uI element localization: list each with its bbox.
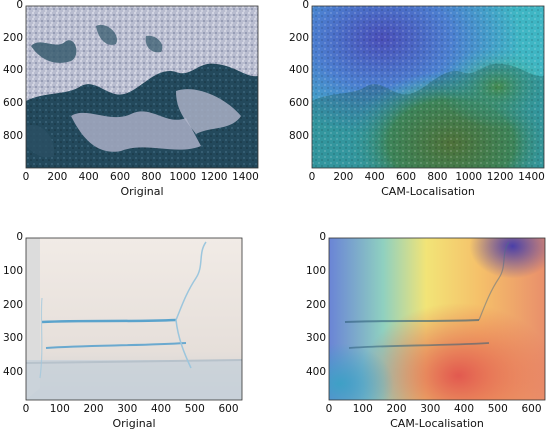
y-tick-label: 400 (2, 64, 23, 77)
x-tick-label: 1000 (169, 171, 197, 183)
x-tick-label: 300 (420, 403, 441, 415)
x-tick-label: 0 (22, 403, 30, 415)
x-tick-label: 600 (396, 171, 417, 183)
y-tick-label: 100 (305, 264, 326, 277)
y-tick-label: 0 (319, 231, 326, 243)
x-tick-label: 200 (83, 403, 104, 415)
y-tick-label: 0 (16, 0, 23, 11)
y-tick-label: 400 (305, 366, 326, 378)
x-tick-label: 400 (78, 171, 99, 183)
x-tick-label: 400 (453, 403, 475, 415)
image-wall-cam (328, 237, 546, 401)
x-axis-label: CAM-Localisation (381, 185, 475, 198)
x-tick-label: 500 (184, 403, 205, 415)
x-tick-label: 0 (22, 171, 30, 183)
y-tick-label: 200 (2, 31, 23, 44)
x-tick-label: 300 (117, 403, 138, 415)
y-tick-label: 600 (2, 97, 23, 110)
x-tick-label: 200 (386, 403, 407, 415)
x-tick-label: 600 (110, 171, 131, 183)
x-axis-label: Original (112, 417, 156, 430)
x-tick-label: 1400 (232, 171, 259, 183)
image-lichen-original (25, 5, 259, 169)
y-tick-label: 300 (2, 332, 23, 345)
x-axis-label: CAM-Localisation (390, 417, 484, 430)
x-tick-label: 0 (308, 171, 316, 183)
y-tick-label: 400 (2, 366, 23, 378)
x-tick-label: 800 (427, 171, 448, 183)
y-tick-label: 200 (2, 298, 23, 311)
y-tick-label: 400 (288, 64, 309, 77)
y-tick-label: 100 (2, 264, 23, 277)
x-tick-label: 100 (352, 403, 373, 415)
x-tick-label: 800 (141, 171, 162, 183)
x-tick-label: 600 (218, 403, 239, 415)
y-tick-label: 800 (288, 129, 309, 142)
y-tick-label: 800 (2, 129, 23, 142)
x-tick-label: 1200 (486, 171, 514, 183)
y-tick-label: 0 (16, 231, 23, 243)
y-tick-label: 600 (288, 97, 309, 110)
x-tick-label: 400 (364, 171, 385, 183)
x-tick-label: 1000 (455, 171, 483, 183)
x-tick-label: 500 (487, 403, 508, 415)
x-tick-label: 200 (333, 171, 354, 183)
x-tick-label: 200 (47, 171, 68, 183)
y-tick-label: 200 (305, 298, 326, 311)
y-tick-label: 200 (288, 31, 309, 44)
y-tick-label: 300 (305, 332, 326, 345)
x-tick-label: 0 (325, 403, 333, 415)
x-tick-label: 400 (150, 403, 172, 415)
x-tick-label: 600 (521, 403, 542, 415)
image-wall-original (25, 237, 243, 401)
x-tick-label: 100 (49, 403, 70, 415)
y-tick-label: 0 (302, 0, 309, 11)
x-axis-label: Original (120, 185, 164, 198)
x-tick-label: 1200 (200, 171, 228, 183)
x-tick-label: 1400 (518, 171, 545, 183)
image-lichen-cam (311, 5, 545, 169)
